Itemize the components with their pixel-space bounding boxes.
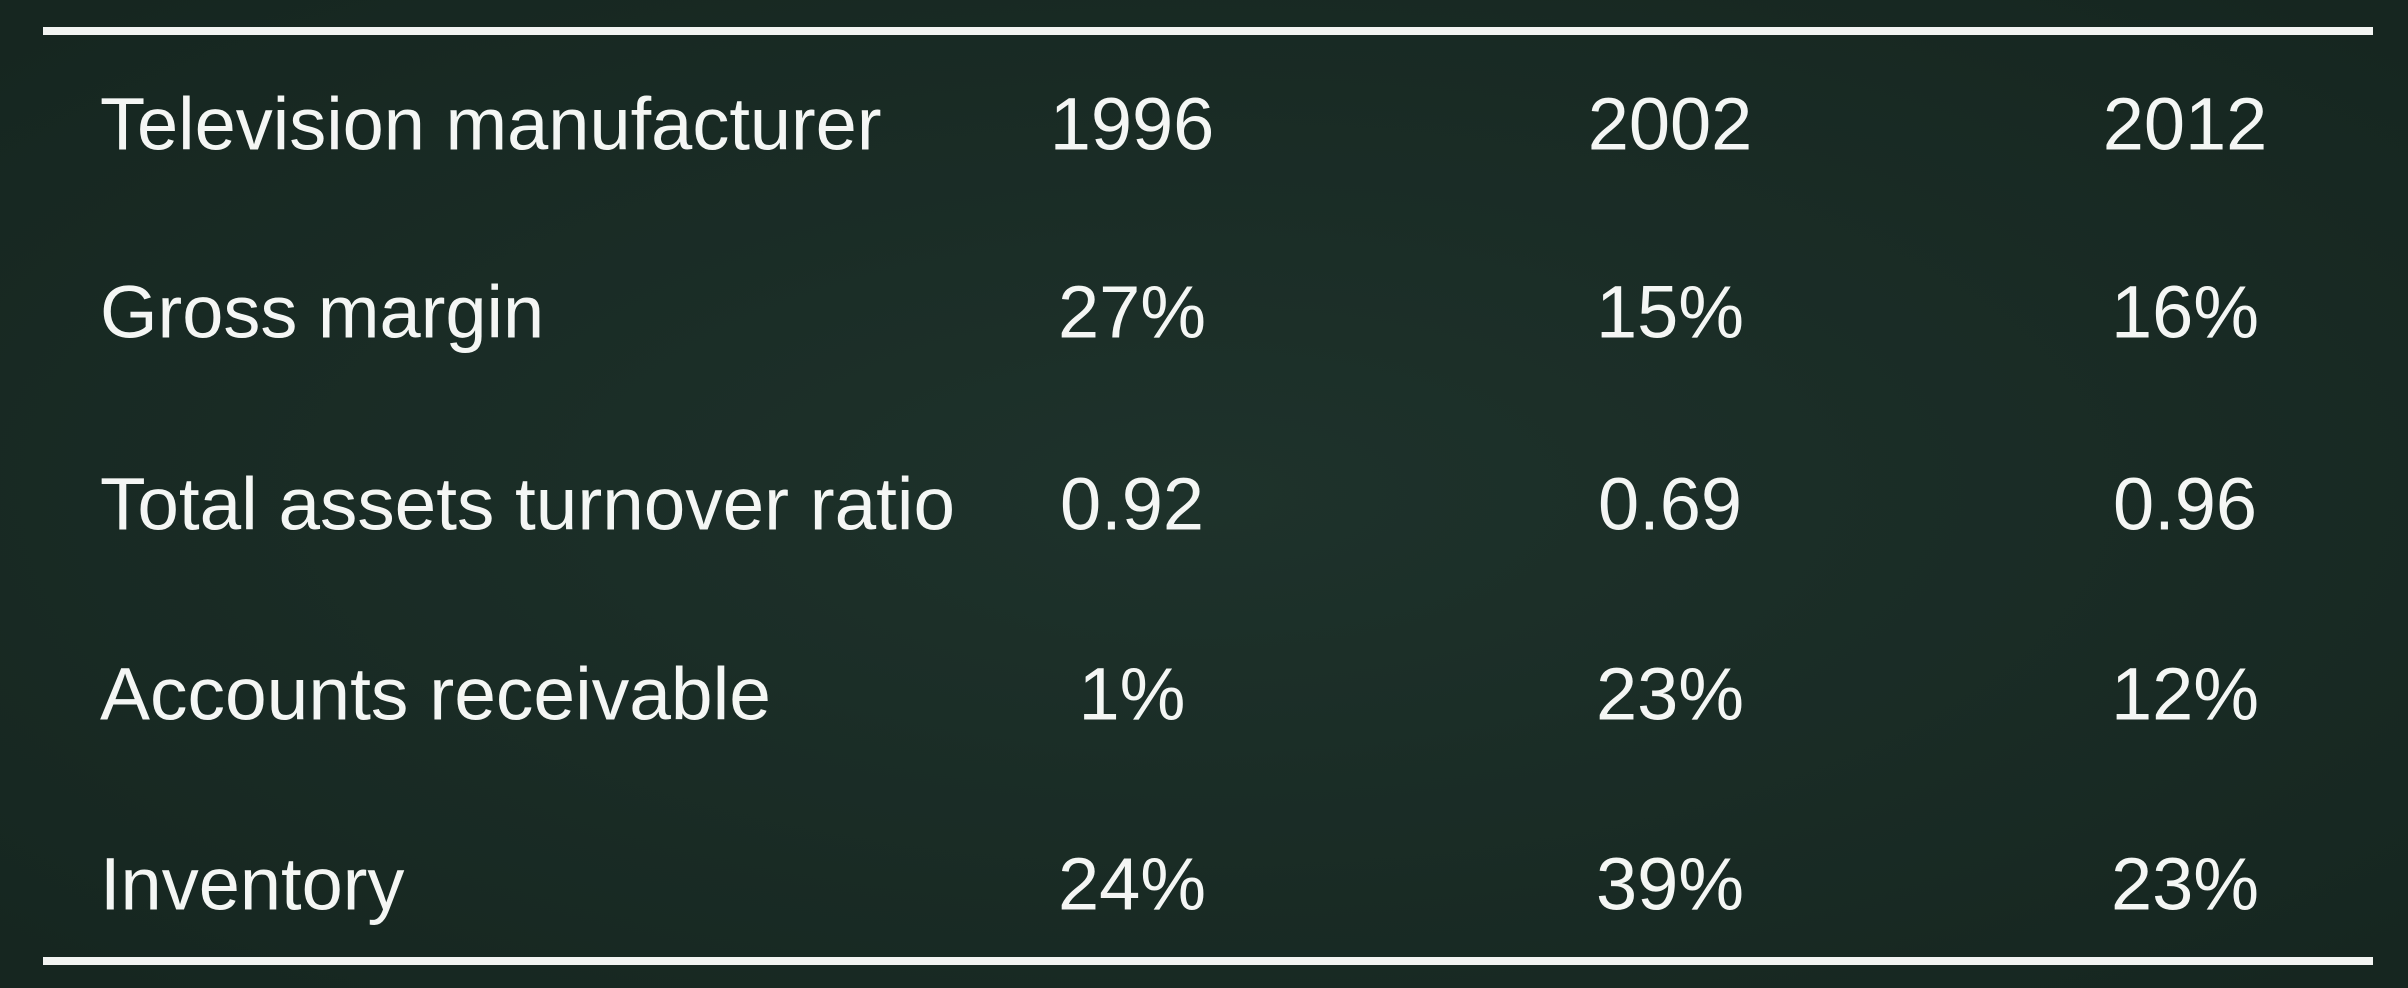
row-label: Inventory xyxy=(100,843,404,926)
row-label: Total assets turnover ratio xyxy=(100,463,955,546)
cell-value: 0.92 xyxy=(1060,463,1204,546)
cell-value: 27% xyxy=(1058,271,1206,354)
cell-value: 24% xyxy=(1058,843,1206,926)
table-body: Television manufacturer 1996 2002 2012 Gross… xyxy=(100,83,2267,926)
cell-value: 0.96 xyxy=(2113,463,2257,546)
row-label: Accounts receivable xyxy=(100,653,771,736)
cell-value: 16% xyxy=(2111,271,2259,354)
row-label: Gross margin xyxy=(100,271,544,354)
cell-value: 39% xyxy=(1596,843,1744,926)
cell-value: 1% xyxy=(1079,653,1186,736)
header-cell: 2012 xyxy=(2103,83,2268,166)
cell-value: 23% xyxy=(2111,843,2259,926)
header-cell: 1996 xyxy=(1050,83,1215,166)
cell-value: 0.69 xyxy=(1598,463,1742,546)
cell-value: 15% xyxy=(1596,271,1744,354)
cell-value: 12% xyxy=(2111,653,2259,736)
cell-value: 23% xyxy=(1596,653,1744,736)
header-cell: 2002 xyxy=(1588,83,1753,166)
header-cell: Television manufacturer xyxy=(100,83,881,166)
